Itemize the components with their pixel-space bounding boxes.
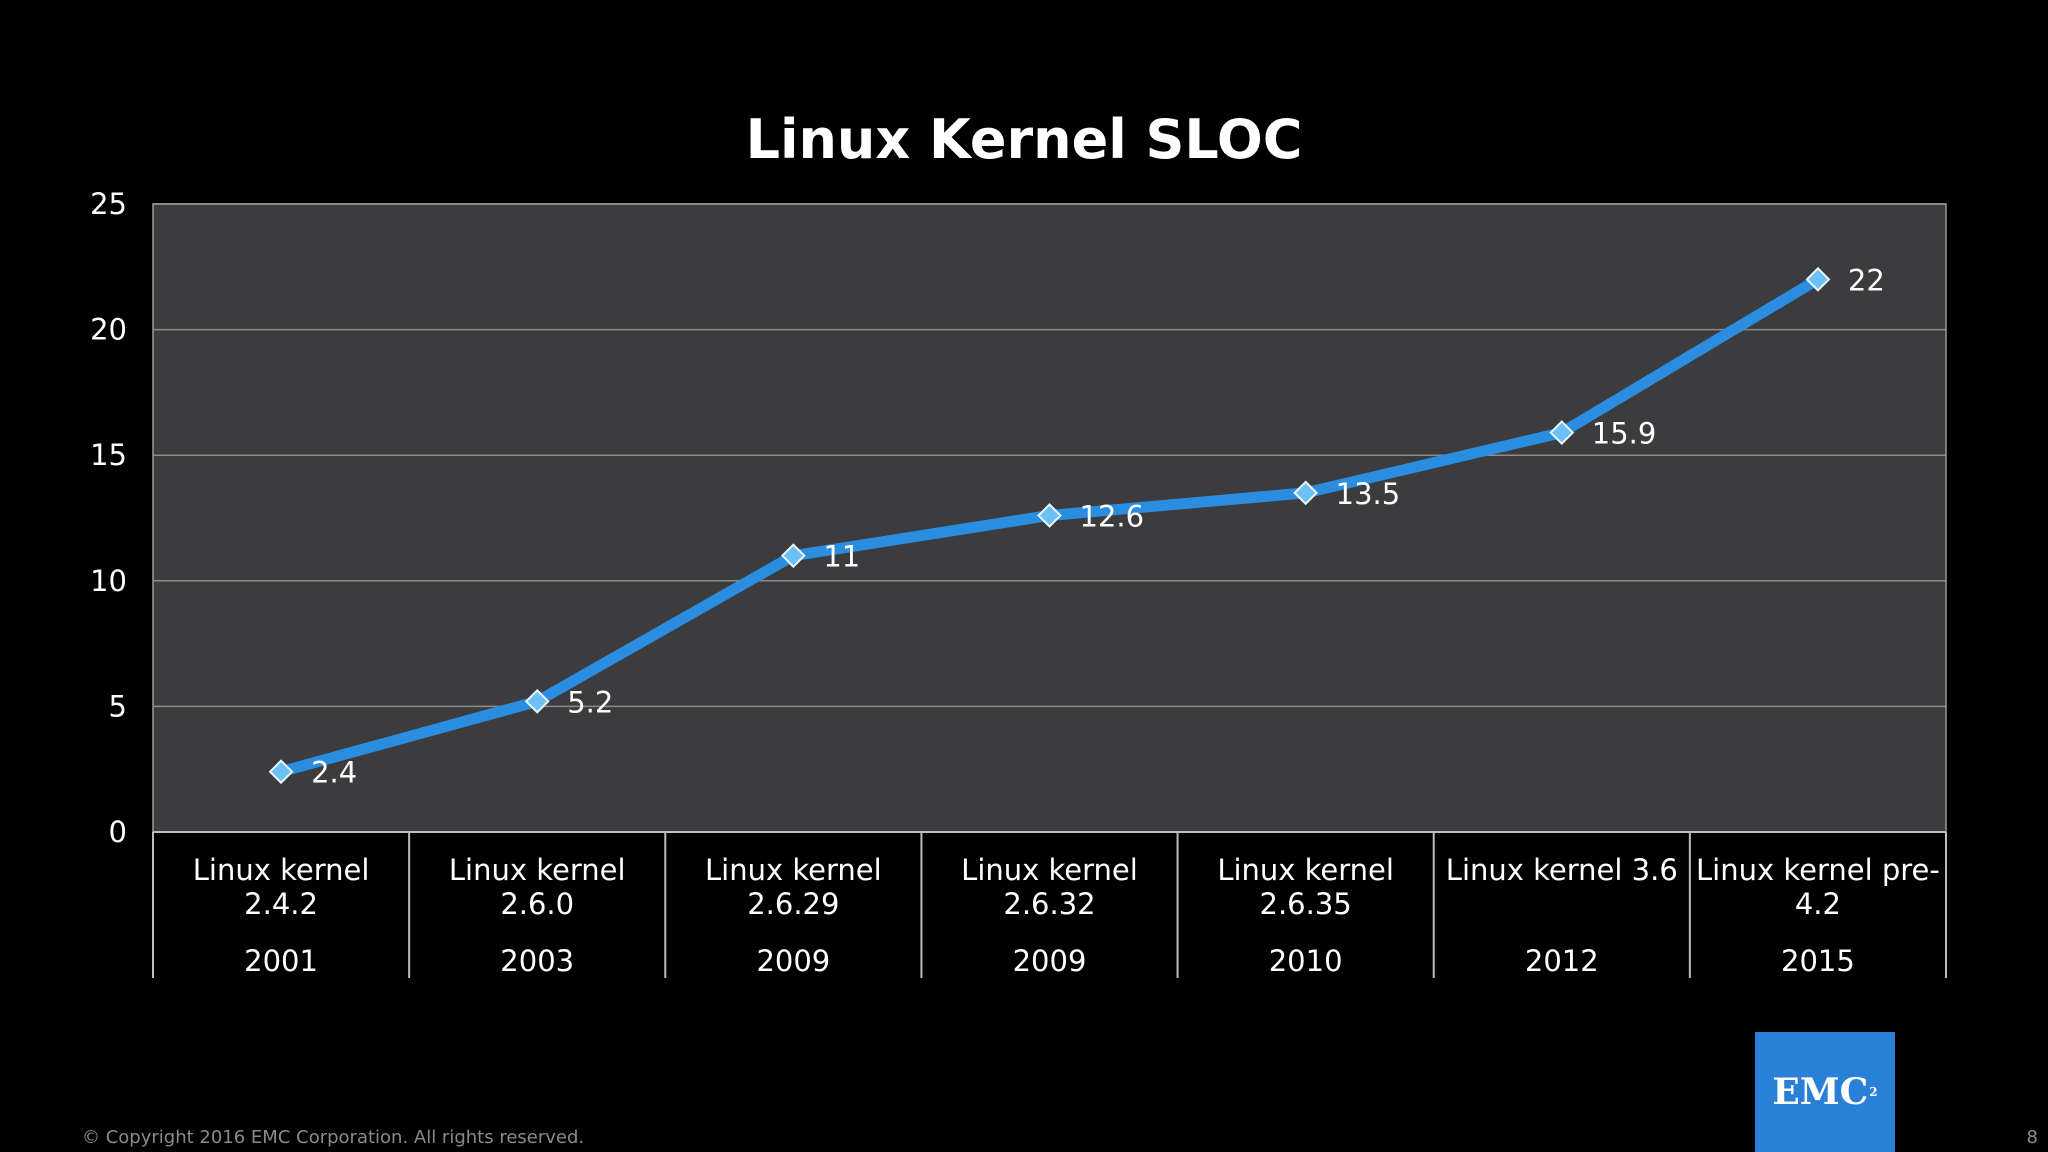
x-tick-year-label: 2009 — [1013, 944, 1087, 978]
data-point-marker — [1293, 480, 1319, 506]
x-tick-label: Linux kernel 3.6 — [1446, 853, 1678, 887]
x-tick-label: 2.6.32 — [1003, 887, 1095, 921]
copyright-footer: © Copyright 2016 EMC Corporation. All ri… — [82, 1127, 585, 1148]
x-tick-label: Linux kernel — [705, 853, 882, 887]
data-label: 22 — [1848, 263, 1885, 297]
y-tick-label: 10 — [90, 564, 127, 598]
data-point-marker — [268, 759, 294, 785]
data-label: 12.6 — [1080, 499, 1145, 533]
logo-superscript: 2 — [1869, 1085, 1878, 1099]
chart-title: Linux Kernel SLOC — [745, 108, 1303, 171]
logo-text: EMC — [1772, 1071, 1869, 1113]
data-label: 13.5 — [1336, 477, 1401, 511]
x-tick-label: Linux kernel — [961, 853, 1138, 887]
y-tick-label: 25 — [90, 187, 127, 221]
x-tick-label: Linux kernel — [1217, 853, 1394, 887]
x-tick-label: 2.6.35 — [1260, 887, 1352, 921]
data-point-marker — [780, 543, 806, 569]
x-tick-label: 2.6.29 — [747, 887, 839, 921]
y-tick-label: 0 — [109, 815, 127, 849]
data-point-marker — [524, 688, 550, 714]
x-tick-year-label: 2010 — [1269, 944, 1343, 978]
x-tick-label: Linux kernel — [449, 853, 626, 887]
x-tick-year-label: 2001 — [244, 944, 318, 978]
data-point-marker — [1037, 503, 1062, 528]
data-label: 5.2 — [567, 685, 613, 719]
y-tick-label: 20 — [90, 313, 127, 347]
page-number: 8 — [2026, 1127, 2038, 1148]
x-tick-label: 2.6.0 — [500, 887, 574, 921]
x-tick-year-label: 2015 — [1781, 944, 1855, 978]
x-tick-year-label: 2012 — [1525, 944, 1599, 978]
data-point-marker — [1549, 420, 1575, 446]
y-tick-label: 15 — [90, 438, 127, 472]
x-tick-year-label: 2003 — [500, 944, 574, 978]
x-tick-label: 2.4.2 — [244, 887, 318, 921]
data-label: 2.4 — [311, 756, 357, 790]
x-tick-label: Linux kernel pre- — [1696, 853, 1940, 887]
x-tick-label: 4.2 — [1795, 887, 1841, 921]
y-tick-label: 5 — [109, 689, 127, 723]
x-tick-year-label: 2009 — [756, 944, 830, 978]
x-tick-label: Linux kernel — [193, 853, 370, 887]
emc-logo: EMC 2 — [1755, 1032, 1895, 1152]
data-label: 15.9 — [1592, 417, 1657, 451]
data-label: 11 — [823, 540, 860, 574]
data-point-marker — [1805, 266, 1831, 292]
